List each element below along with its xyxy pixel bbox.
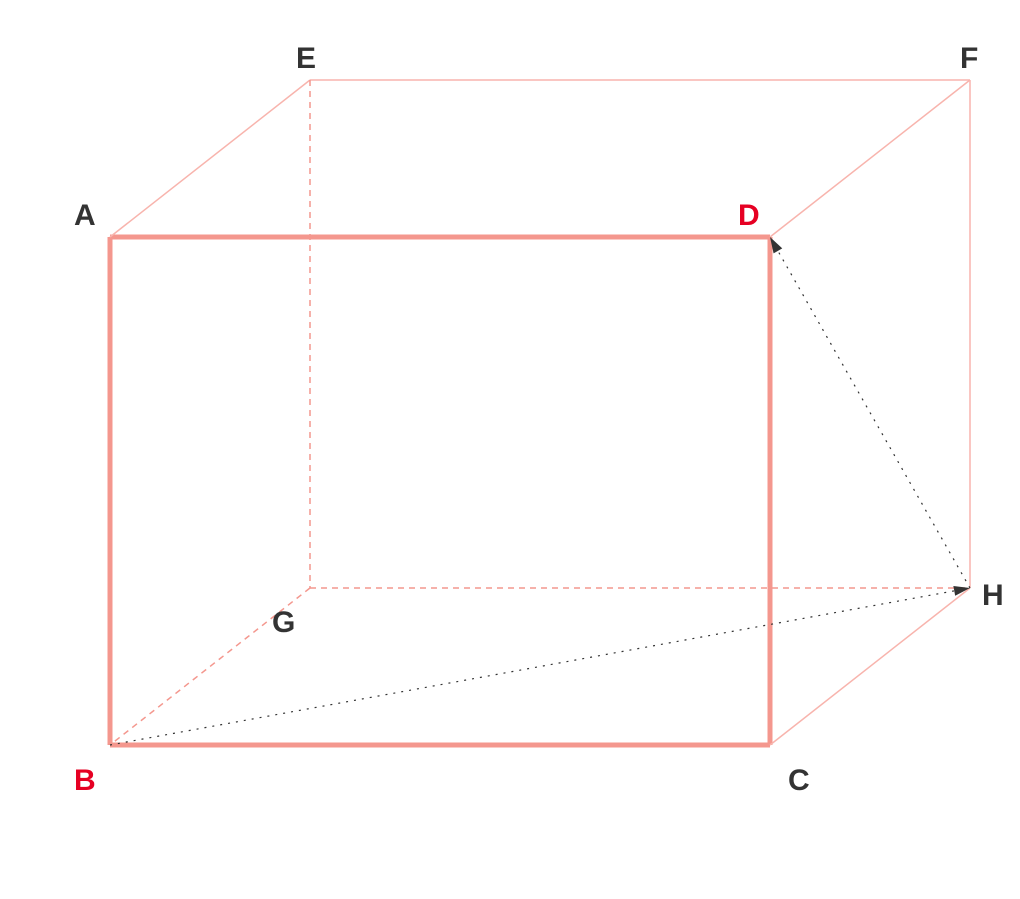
vertex-label-A: A bbox=[74, 199, 96, 232]
vertex-label-H: H bbox=[982, 579, 1004, 612]
vertex-label-E: E bbox=[296, 42, 316, 75]
cube-diagram: A B C D E F G H bbox=[0, 0, 1020, 899]
vertex-label-D: D bbox=[738, 199, 760, 232]
vertex-label-G: G bbox=[272, 606, 295, 639]
vertex-label-B: B bbox=[74, 764, 96, 797]
vertex-label-C: C bbox=[788, 764, 810, 797]
canvas-background bbox=[0, 0, 1020, 899]
vertex-label-F: F bbox=[960, 42, 978, 75]
